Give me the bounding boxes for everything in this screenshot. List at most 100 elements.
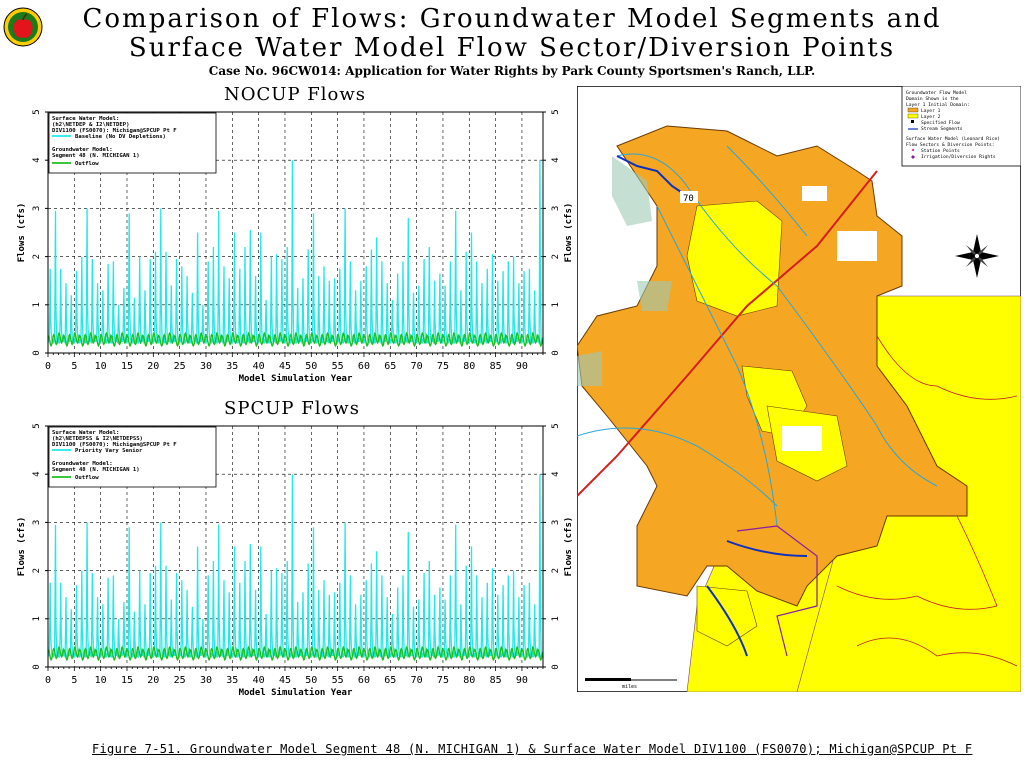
series-line-outflow (47, 645, 544, 662)
legend-entry: (h2\NETDEPSS & I2\NETDEPSS) (52, 436, 143, 442)
y-tick-label: 1 (32, 302, 42, 307)
series-line-outflow (47, 331, 544, 348)
y-tick-label: 5 (32, 423, 42, 428)
y-tick-label-right: 5 (551, 109, 561, 114)
y-tick-label: 2 (32, 568, 42, 573)
study-area-map: 70 Groundwater Flow Model Domain Shown i… (577, 86, 1021, 692)
nocup-chart-title: NOCUP Flows (224, 84, 367, 105)
map-legend-line-2: Layer 1 Initial Domain: (906, 102, 970, 108)
x-tick-label: 60 (358, 361, 370, 372)
x-tick-label: 45 (279, 361, 291, 372)
y-tick-label-right: 1 (551, 302, 561, 307)
y-tick-label: 0 (32, 664, 42, 669)
x-tick-label: 45 (279, 675, 291, 686)
x-tick-label: 70 (411, 361, 423, 372)
map-legend-line-6: Stream Segments (921, 126, 963, 132)
series-line-priority-vary-senior (47, 474, 544, 658)
y-tick-label-right: 5 (551, 423, 561, 428)
legend-entry: DIV1100 (FS0070): Michigan@SPCUP Pt F (52, 442, 177, 448)
x-tick-label: 50 (305, 361, 317, 372)
legend-entry: Surface Water Model: (52, 430, 119, 436)
y-tick-label: 4 (32, 157, 42, 162)
x-tick-label: 75 (437, 361, 449, 372)
map-scale-bar: miles (585, 678, 677, 690)
legend-entry: Surface Water Model: (52, 116, 119, 122)
x-tick-label: 75 (437, 675, 449, 686)
map-scale-label: miles (622, 684, 637, 690)
x-tick-label: 20 (147, 675, 159, 686)
map-legend-line-1: Domain Shown is the (906, 96, 959, 102)
x-tick-label: 80 (463, 675, 475, 686)
y-tick-label-right: 2 (551, 254, 561, 259)
x-tick-label: 40 (253, 675, 265, 686)
x-tick-label: 65 (384, 675, 396, 686)
map-legend-line-9: Station Points (921, 148, 960, 154)
page-title-line1: Comparison of Flows: Groundwater Model S… (82, 4, 942, 34)
map-legend-line-0: Groundwater Flow Model (906, 90, 967, 96)
x-tick-label: 55 (332, 675, 344, 686)
legend-entry: Baseline (No DV Depletions) (75, 134, 166, 140)
y-tick-label: 0 (32, 350, 42, 355)
x-tick-label: 85 (490, 675, 502, 686)
legend-box (48, 426, 217, 488)
nocup-flow-chart: 0 01 12 23 34 45 50 5 10 15 20 25 30 35 40 45 50 55 60 65 70… (17, 109, 574, 384)
y-tick-label: 2 (32, 254, 42, 259)
map-legend-line-5: Specified Flow (921, 120, 960, 126)
y-tick-label: 4 (32, 471, 42, 476)
legend-entry: Outflow (75, 161, 99, 167)
y-axis-label: Flows (cfs) (17, 517, 27, 577)
x-tick-label: 15 (121, 361, 133, 372)
legend-box (48, 112, 217, 174)
legend-entry: Segment 48 (N. MICHIGAN 1) (52, 467, 140, 473)
legend-entry: Segment 48 (N. MICHIGAN 1) (52, 153, 140, 159)
map-legend-line-10: Irrigation/Diversion Rights (921, 154, 996, 160)
x-tick-label: 85 (490, 361, 502, 372)
y-tick-label-right: 2 (551, 568, 561, 573)
y-tick-label-right: 0 (551, 664, 561, 669)
map-legend-line-3: Layer 1 (921, 108, 941, 114)
x-tick-label: 5 (71, 361, 77, 372)
y-tick-label: 1 (32, 616, 42, 621)
x-tick-label: 35 (226, 361, 238, 372)
x-tick-label: 0 (45, 675, 51, 686)
map-legend-line-8: Flow Sectors & Diversion Points: (906, 142, 995, 148)
y-tick-label: 3 (32, 520, 42, 525)
x-tick-label: 70 (411, 675, 423, 686)
spcup-flow-chart: 0 01 12 23 34 45 50 5 10 15 20 25 30 35 40 45 50 55 60 65 70… (17, 423, 574, 698)
apple-logo-icon (3, 7, 43, 47)
x-tick-label: 90 (516, 361, 528, 372)
x-tick-label: 10 (95, 361, 107, 372)
x-tick-label: 15 (121, 675, 133, 686)
y-tick-label-right: 1 (551, 616, 561, 621)
legend-entry: Groundwater Model: (52, 461, 113, 467)
x-tick-label: 65 (384, 361, 396, 372)
y-axis-label-right: Flows (cfs) (564, 517, 574, 577)
x-tick-label: 80 (463, 361, 475, 372)
x-tick-label: 55 (332, 361, 344, 372)
spcup-chart-title: SPCUP Flows (224, 398, 360, 419)
x-axis-label: Model Simulation Year (239, 373, 353, 384)
y-axis-label: Flows (cfs) (17, 203, 27, 263)
y-tick-label: 3 (32, 206, 42, 211)
page-subtitle: Case No. 96CW014: Application for Water … (208, 64, 816, 78)
x-tick-label: 35 (226, 675, 238, 686)
y-tick-label-right: 3 (551, 206, 561, 211)
x-tick-label: 30 (200, 675, 212, 686)
series-line-baseline (47, 160, 544, 344)
x-tick-label: 10 (95, 675, 107, 686)
legend-entry: Outflow (75, 475, 99, 481)
x-tick-label: 40 (253, 361, 265, 372)
x-tick-label: 0 (45, 361, 51, 372)
x-tick-label: 90 (516, 675, 528, 686)
legend-entry: (h2\NETDEP & I2\NETDEP) (52, 122, 129, 128)
y-axis-label-right: Flows (cfs) (564, 203, 574, 263)
figure-caption: Figure 7-51. Groundwater Model Segment 4… (92, 742, 973, 756)
x-tick-label: 30 (200, 361, 212, 372)
y-tick-label-right: 0 (551, 350, 561, 355)
map-legend-line-7: Surface Water Model (Leonard Rice) (906, 136, 1000, 142)
map-legend-line-4: Layer 2 (921, 114, 941, 120)
page-title-line2: Surface Water Model Flow Sector/Diversio… (128, 33, 896, 63)
x-tick-label: 25 (174, 361, 186, 372)
y-tick-label: 5 (32, 109, 42, 114)
y-tick-label-right: 4 (551, 157, 561, 162)
